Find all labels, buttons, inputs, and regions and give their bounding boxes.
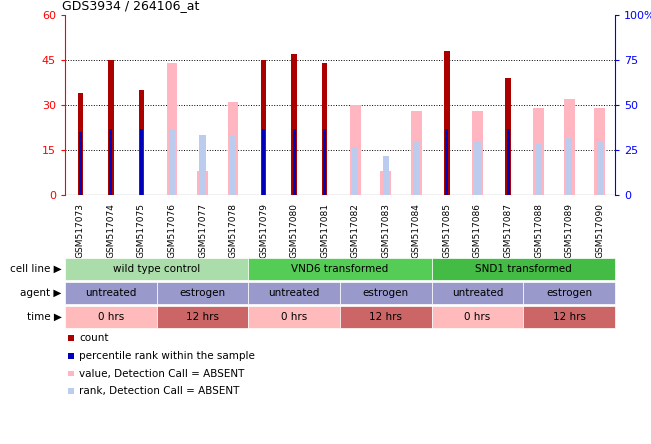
Text: cell line ▶: cell line ▶: [10, 264, 62, 274]
Bar: [564, 99, 575, 195]
Bar: [77, 93, 83, 195]
Text: time ▶: time ▶: [27, 312, 62, 322]
Text: estrogen: estrogen: [180, 288, 225, 298]
Bar: [380, 171, 391, 195]
Bar: [139, 90, 144, 195]
Bar: [533, 108, 544, 195]
Bar: [262, 129, 265, 195]
Bar: [169, 129, 175, 195]
Text: estrogen: estrogen: [363, 288, 409, 298]
Bar: [293, 129, 296, 195]
Bar: [352, 147, 358, 195]
Bar: [475, 141, 480, 195]
Bar: [322, 63, 327, 195]
Text: estrogen: estrogen: [546, 288, 592, 298]
Bar: [108, 60, 113, 195]
Bar: [167, 63, 177, 195]
Bar: [594, 108, 605, 195]
Bar: [197, 171, 208, 195]
Bar: [383, 156, 389, 195]
Text: 12 hrs: 12 hrs: [369, 312, 402, 322]
Bar: [79, 132, 82, 195]
Text: 12 hrs: 12 hrs: [553, 312, 586, 322]
Bar: [444, 51, 450, 195]
Text: count: count: [79, 333, 109, 343]
Text: untreated: untreated: [268, 288, 320, 298]
Text: wild type control: wild type control: [113, 264, 201, 274]
Bar: [505, 78, 511, 195]
Bar: [411, 111, 422, 195]
Text: 0 hrs: 0 hrs: [464, 312, 491, 322]
Text: percentile rank within the sample: percentile rank within the sample: [79, 351, 255, 361]
Bar: [536, 144, 542, 195]
Bar: [350, 105, 361, 195]
Text: 0 hrs: 0 hrs: [281, 312, 307, 322]
Text: untreated: untreated: [85, 288, 137, 298]
Text: 0 hrs: 0 hrs: [98, 312, 124, 322]
Text: rank, Detection Call = ABSENT: rank, Detection Call = ABSENT: [79, 386, 240, 396]
Bar: [323, 129, 326, 195]
Text: value, Detection Call = ABSENT: value, Detection Call = ABSENT: [79, 369, 245, 379]
Bar: [445, 129, 449, 195]
Bar: [506, 129, 510, 195]
Text: untreated: untreated: [452, 288, 503, 298]
Bar: [472, 111, 483, 195]
Bar: [199, 135, 206, 195]
Text: VND6 transformed: VND6 transformed: [292, 264, 389, 274]
Bar: [109, 129, 113, 195]
Text: SND1 transformed: SND1 transformed: [475, 264, 572, 274]
Bar: [597, 141, 603, 195]
Bar: [292, 54, 297, 195]
Bar: [413, 141, 419, 195]
Text: 12 hrs: 12 hrs: [186, 312, 219, 322]
Bar: [228, 102, 238, 195]
Bar: [140, 129, 143, 195]
Text: agent ▶: agent ▶: [20, 288, 62, 298]
Bar: [566, 138, 572, 195]
Bar: [261, 60, 266, 195]
Text: GDS3934 / 264106_at: GDS3934 / 264106_at: [62, 0, 200, 12]
Bar: [230, 135, 236, 195]
